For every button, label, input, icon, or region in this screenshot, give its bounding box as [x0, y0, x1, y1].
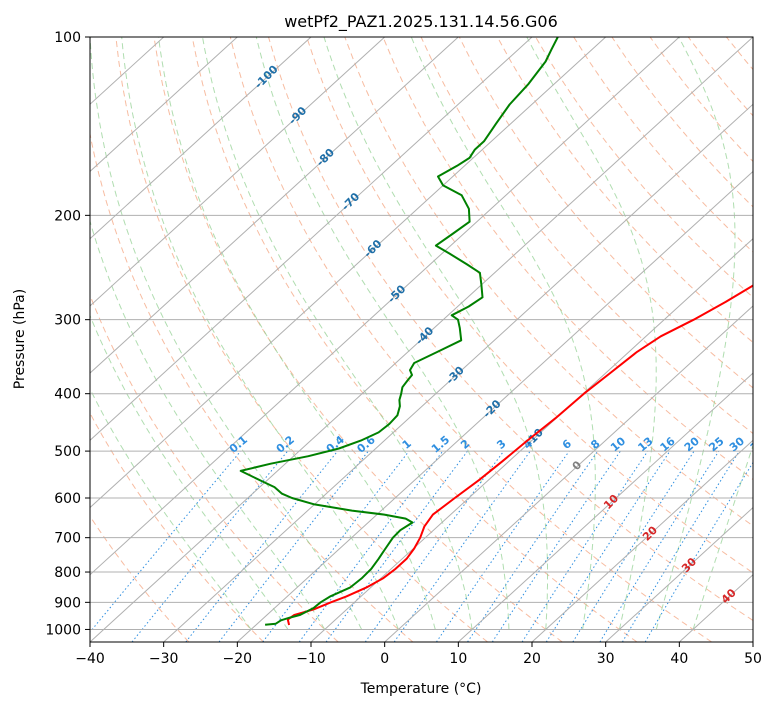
x-tick-label: −40: [75, 651, 105, 667]
isotherm-line: [90, 37, 753, 642]
x-tick-label: 50: [744, 651, 762, 667]
y-tick-label: 300: [54, 313, 81, 329]
dry-adiabat: [382, 37, 753, 481]
x-tick-label: 30: [597, 651, 615, 667]
x-axis-title: Temperature (°C): [360, 681, 482, 697]
isotherm-line: [310, 237, 753, 642]
x-tick-label: 10: [449, 651, 467, 667]
y-tick-label: 600: [54, 491, 81, 507]
profile-line: [286, 284, 753, 626]
moist-adiabat: [255, 37, 510, 630]
y-axis-title: Pressure (hPa): [12, 289, 28, 389]
y-tick-label: 800: [54, 565, 81, 581]
dry-adiabat: [90, 131, 414, 642]
y-tick-label: 500: [54, 444, 81, 460]
moist-adiabat: [410, 37, 596, 630]
chart-title: wetPf2_PAZ1.2025.131.14.56.G06: [284, 12, 558, 32]
mixing-ratio-line: [325, 450, 468, 642]
y-tick-label: 700: [54, 531, 81, 547]
isotherm-line: [384, 305, 753, 642]
isotherm-line: [90, 37, 533, 442]
dry-adiabat: [496, 37, 753, 344]
x-tick-label: −10: [296, 651, 326, 667]
profile-line: [239, 37, 559, 626]
mixing-ratio-label: 36: [748, 434, 768, 454]
pressure-gridlines: [90, 37, 753, 630]
isotherm-line: [163, 103, 753, 642]
x-axis: −40 −30 −20 −10 0 10 20 30 40 50: [75, 642, 762, 667]
dry-adiabat: [153, 37, 563, 642]
dry-adiabats: [90, 37, 753, 642]
mixing-ratio-line: [435, 450, 570, 642]
moist-adiabat: [692, 443, 753, 630]
y-tick-label: 200: [54, 208, 81, 224]
isotherm-line: [90, 37, 607, 509]
y-tick-label: 100: [54, 30, 81, 46]
x-tick-label: 0: [380, 651, 389, 667]
mixing-ratio-line: [491, 450, 621, 642]
moist-adiabat: [121, 37, 399, 630]
isotherm-line: [90, 37, 238, 173]
mixing-ratio-line: [298, 450, 444, 642]
mixing-ratio-line: [521, 450, 649, 642]
moist-adiabat: [323, 37, 548, 630]
dry-adiabat: [268, 37, 753, 622]
profile-series: [239, 37, 753, 626]
isotherms: [90, 37, 753, 642]
moist-adiabat: [90, 314, 289, 630]
mixing-ratio-line: [572, 450, 695, 642]
mixing-ratio-line: [131, 450, 288, 642]
dry-adiabat: [306, 37, 753, 574]
x-tick-label: 40: [670, 651, 688, 667]
isotherm-line: [457, 372, 753, 642]
dry-adiabat: [115, 37, 488, 642]
y-tick-label: 400: [54, 387, 81, 403]
x-tick-label: −30: [149, 651, 179, 667]
dry-adiabat: [191, 37, 638, 642]
mixing-ratio-line: [621, 450, 740, 642]
y-axis: 1000 900 800 700 600 500 400 300 200 100: [45, 30, 90, 638]
isotherm-line: [90, 37, 459, 374]
x-tick-label: 20: [523, 651, 541, 667]
mixing-ratio-line: [467, 450, 599, 642]
y-tick-label: 1000: [45, 622, 81, 638]
mixing-ratio-lines: [90, 450, 753, 642]
mixing-ratio-line: [364, 450, 505, 642]
isotherm-line: [90, 37, 680, 576]
isotherm-line: [605, 506, 753, 642]
moist-adiabat: [90, 387, 252, 630]
isotherm-line: [236, 170, 753, 642]
isotherm-line: [90, 37, 312, 240]
x-tick-label: −20: [223, 651, 253, 667]
mixing-ratio-line: [545, 450, 671, 642]
moist-adiabat: [655, 37, 736, 630]
moist-adiabat: [526, 37, 657, 630]
mixing-ratio-line: [185, 450, 338, 642]
y-tick-label: 900: [54, 595, 81, 611]
dry-adiabat: [90, 515, 190, 642]
dry-adiabat: [90, 412, 264, 642]
isotherm-line: [90, 37, 386, 307]
mixing-ratio-line: [90, 450, 242, 633]
dry-adiabat: [535, 37, 753, 298]
plot-frame: [89, 36, 754, 643]
mixing-ratio-line: [262, 450, 410, 642]
isotherm-line: [531, 439, 753, 642]
moist-adiabat: [158, 37, 436, 630]
moist-adiabat: [90, 37, 363, 630]
